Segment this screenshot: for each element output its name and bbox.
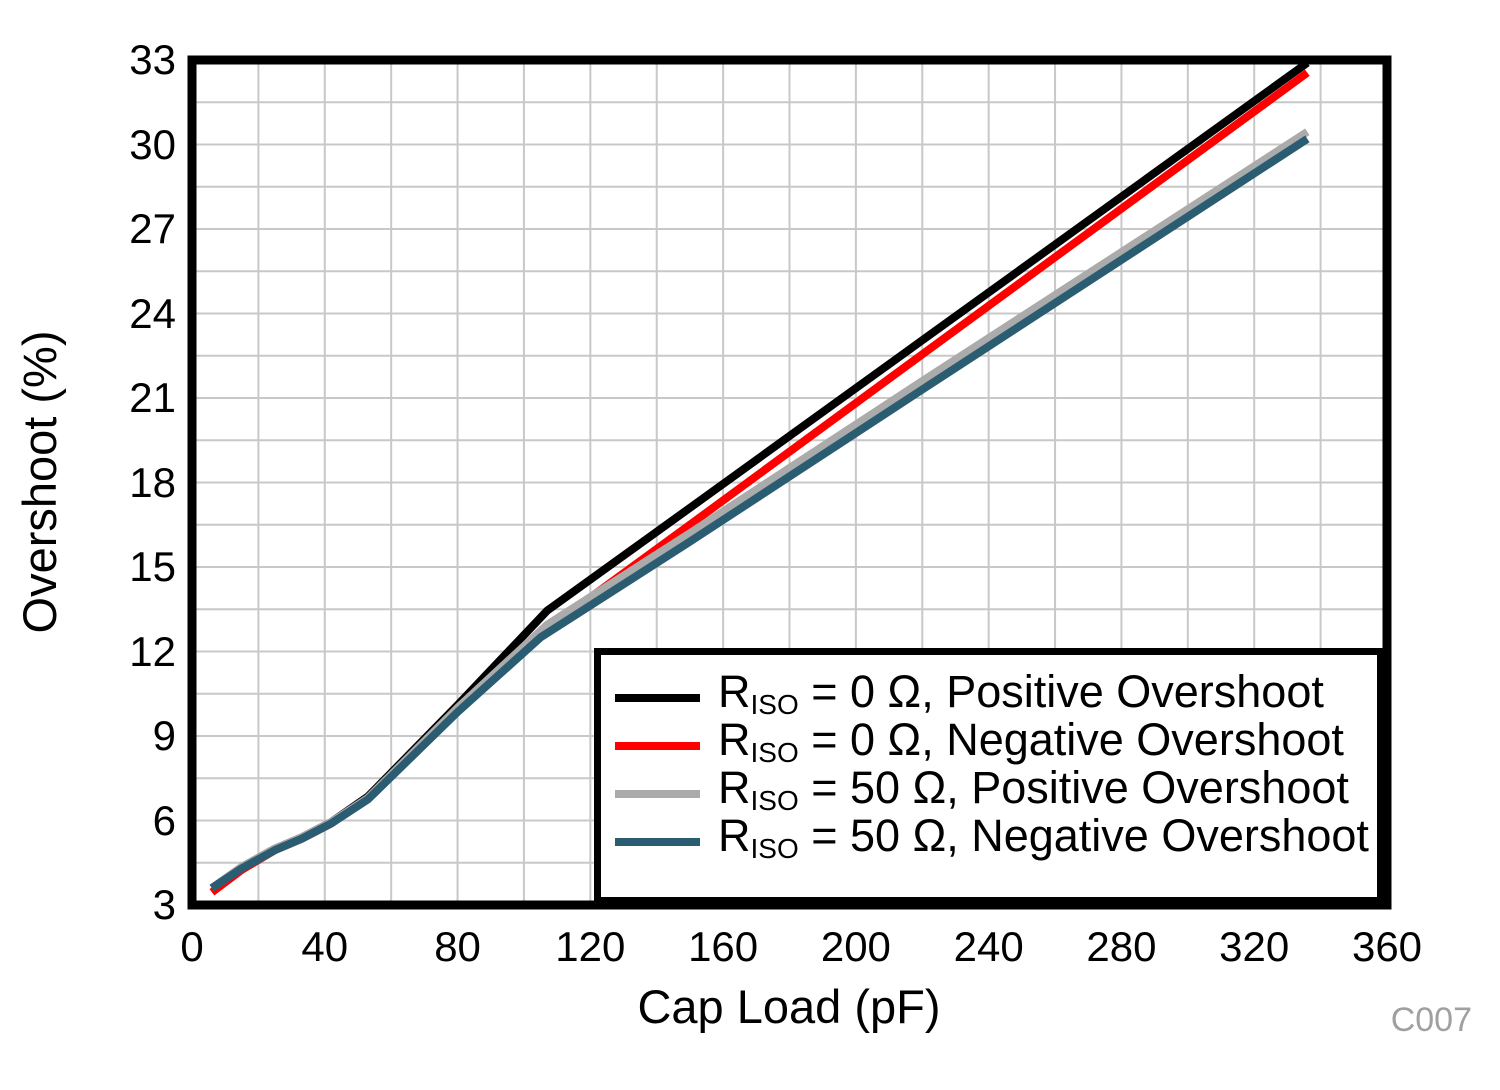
x-tick-label: 80 xyxy=(434,923,481,970)
y-axis-title: Overshoot (%) xyxy=(13,330,66,634)
plot-frame xyxy=(187,55,1392,910)
y-tick-label: 18 xyxy=(129,458,176,506)
x-axis-title: Cap Load (pF) xyxy=(637,980,941,1033)
x-tick-label: 160 xyxy=(688,923,759,970)
y-tick-label: 24 xyxy=(129,289,176,337)
legend-item: RISO = 0 Ω, Negative Overshoot xyxy=(601,715,1377,770)
series-line-riso-50-negative xyxy=(209,135,1310,892)
x-tick-label: 320 xyxy=(1219,923,1290,970)
legend-line-swatch xyxy=(615,838,700,846)
legend-label: RISO = 50 Ω, Positive Overshoot xyxy=(718,761,1349,816)
legend-item: RISO = 0 Ω, Positive Overshoot xyxy=(601,667,1377,722)
x-tick-label: 200 xyxy=(820,923,891,970)
legend-item: RISO = 50 Ω, Negative Overshoot xyxy=(601,811,1377,866)
x-tick-label: 280 xyxy=(1086,923,1157,970)
legend-label: RISO = 50 Ω, Negative Overshoot xyxy=(718,809,1369,864)
y-tick-label: 3 xyxy=(152,881,176,928)
x-tick-label: 240 xyxy=(953,923,1024,970)
y-tick-label: 21 xyxy=(129,374,176,421)
x-tick-label: 360 xyxy=(1351,923,1423,970)
x-tick-label: 120 xyxy=(555,923,626,970)
x-tick-label: 40 xyxy=(301,923,349,970)
legend-label: RISO = 0 Ω, Negative Overshoot xyxy=(718,713,1344,768)
x-tick-label: 0 xyxy=(180,923,204,970)
y-tick-label: 6 xyxy=(152,796,176,844)
y-tick-label: 15 xyxy=(129,543,176,590)
legend-line-swatch xyxy=(615,742,700,750)
legend-label: RISO = 0 Ω, Positive Overshoot xyxy=(718,665,1324,720)
y-tick-label: 30 xyxy=(129,120,176,168)
y-tick-label: 9 xyxy=(152,712,176,759)
figure-code-watermark: C007 xyxy=(1390,1001,1472,1039)
legend: RISO = 0 Ω, Positive Overshoot RISO = 0 … xyxy=(594,648,1384,904)
y-tick-label: 27 xyxy=(129,205,176,252)
legend-line-swatch xyxy=(615,790,700,798)
plot-border xyxy=(187,55,1392,910)
legend-item: RISO = 50 Ω, Positive Overshoot xyxy=(601,763,1377,818)
legend-line-swatch xyxy=(615,694,700,702)
series-lines xyxy=(209,59,1310,896)
y-tick-label: 12 xyxy=(129,627,176,675)
y-tick-label: 33 xyxy=(129,36,176,83)
